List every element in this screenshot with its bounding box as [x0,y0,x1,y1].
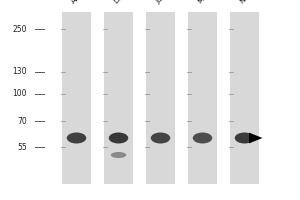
Ellipse shape [111,152,126,158]
Bar [230,12,259,184]
Ellipse shape [151,132,170,144]
Text: 130: 130 [13,68,27,76]
Text: 55: 55 [17,142,27,152]
Polygon shape [249,133,262,143]
Bar [146,12,175,184]
Text: Daudi: Daudi [113,0,132,5]
Bar [104,12,133,184]
Ellipse shape [109,132,128,144]
Text: MCF-7: MCF-7 [197,0,217,5]
Ellipse shape [193,132,212,144]
Bar [62,12,91,184]
Text: 100: 100 [13,90,27,98]
Text: Jurkat: Jurkat [155,0,174,5]
Text: 70: 70 [17,116,27,126]
Ellipse shape [67,132,86,144]
Ellipse shape [235,132,254,144]
Bar [188,12,217,184]
Text: 250: 250 [13,24,27,33]
Text: NCI-H292: NCI-H292 [239,0,268,5]
Text: A549: A549 [71,0,88,5]
